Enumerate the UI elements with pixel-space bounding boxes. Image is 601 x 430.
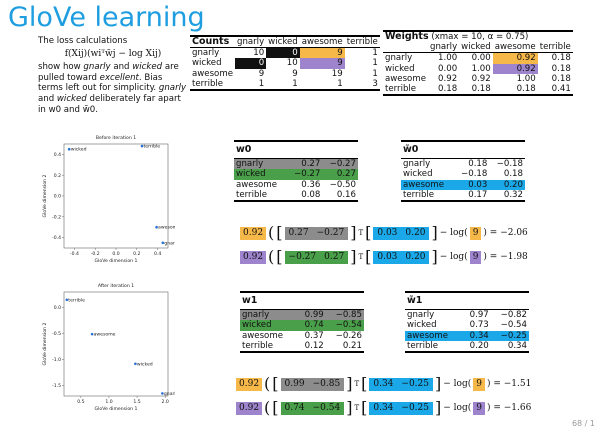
scatter-point [67,147,71,151]
scatter-point [140,144,144,148]
weights-row: wicked 0.00 1.00 0.92 0.18 [385,63,571,74]
x-tick-label: 0.2 [133,251,140,257]
wt0-row: wicked −0.18 0.18 [403,169,523,180]
counts-col: gnarly [236,37,265,47]
y-tick-label: -0.2 [52,214,61,220]
scatter-point [65,298,69,302]
w1-row: wicked 0.74 −0.54 [240,320,364,331]
counts-col: awesome [301,37,343,47]
point-label: wicked [137,361,153,367]
x-axis-label: GloVe dimension 1 [95,406,138,412]
x-tick-label: -0.2 [91,251,100,257]
intro-paragraph: show how gnarly and wicked are pulled to… [38,62,187,115]
wt1-row: gnarly 0.97 −0.82 [407,310,527,321]
wt1-row: terrible 0.20 0.34 [405,340,529,353]
y-axis-label: GloVe dimension 2 [42,174,48,217]
slide-title: GloVe learning [8,2,205,33]
y-tick-label: -1.5 [52,383,61,389]
loss-equation: 0.92([0.99 −0.85] T[0.34 −0.25] − log(9) = −… [236,376,531,392]
weights-col: wicked [461,42,491,53]
point-label: gnarly [164,391,175,397]
x-tick-label: 0.0 [112,251,119,257]
plot-frame [63,143,169,249]
scatter-point [161,392,164,395]
weights-row: awesome 0.92 0.92 1.00 0.18 [385,73,571,84]
counts-row: gnarly 10 0 9 1 [192,47,378,59]
x-tick-label: 2.0 [162,399,169,405]
w1-row: gnarly 0.99 −0.85 [240,309,364,321]
scatter-point [90,332,94,336]
wt1-title: w̃1 [407,295,423,306]
w1-table: w1 gnarly 0.99 −0.85 wicked 0.74 −0.54 aweso… [240,291,364,353]
x-tick-label: 1.0 [105,399,112,405]
plot-title: After iteration 1 [98,283,134,289]
x-axis-label: GloVe dimension 1 [95,258,138,264]
y-tick-label: 0.2 [54,173,61,179]
wt0-row: awesome 0.03 0.20 [401,179,525,190]
y-tick-label: -0.4 [52,235,61,241]
counts-row: wicked 0 10 9 1 [192,58,378,69]
w0-table: w0 gnarly 0.27 −0.27 wicked −0.27 0.27 aweso… [234,140,358,202]
counts-table: Counts gnarly wicked awesome terrible gn… [190,35,380,91]
y-tick-label: -1.0 [52,357,61,363]
wt0-row: gnarly 0.18 −0.18 [403,159,523,170]
plot-frame [63,291,169,397]
y-tick-label: -0.5 [52,331,61,337]
w0-row: terrible 0.08 0.16 [234,189,358,202]
weights-row: terrible 0.18 0.18 0.18 0.41 [383,84,573,96]
scatter-point [134,362,137,366]
intro-line1: The loss calculations [38,36,128,46]
w1-row: awesome 0.37 −0.26 [242,330,362,341]
point-label: terrible [144,144,161,150]
y-tick-label: 0.0 [54,305,61,311]
y-axis-label: GloVe dimension 2 [42,322,48,365]
point-label: terrible [68,297,85,303]
w1-row: terrible 0.12 0.21 [240,340,364,353]
y-tick-label: 0.4 [54,152,61,158]
counts-row: awesome 9 9 19 1 [192,68,378,79]
w0-row: gnarly 0.27 −0.27 [234,158,358,170]
scatter-after: After iteration 1 0.5 1.0 1.5 2.0 0.0 -0.5 -1.0… [42,283,175,412]
counts-title: Counts [192,36,230,47]
wt0-row: terrible 0.17 0.32 [401,189,525,202]
w1-title: w1 [242,295,258,306]
loss-equation: 0.92([0.27 −0.27] T[0.03 0.20] − log(9) = −2… [240,225,528,241]
wt0-table: w̃0 gnarly 0.18 −0.18 wicked −0.18 0.18 awes… [401,140,525,202]
plot-title: Before iteration 1 [96,135,136,141]
x-tick-label: 0.5 [77,399,84,405]
wt0-title: w̃0 [403,144,419,155]
point-label: awesome [158,226,175,231]
w0-row: wicked −0.27 0.27 [234,169,358,180]
counts-row: terrible 1 1 1 3 [190,78,380,91]
scatter-point [161,241,165,245]
weights-table: Weights (xmax = 10, α = 0.75) gnarly wic… [383,30,573,96]
loss-formula: f(Xij)(wiᵀw̃j − log Xij) [64,48,162,59]
x-tick-label: 1.5 [133,399,140,405]
loss-equation: 0.92([−0.27 0.27] T[0.03 0.20] − log(9) = −1… [240,249,528,265]
wt1-table: w̃1 gnarly 0.97 −0.82 wicked 0.73 −0.54 awes… [405,291,529,353]
loss-equation: 0.92([0.74 −0.54] T[0.34 −0.25] − log(9) = −… [236,400,531,416]
point-label: awesome [94,333,116,338]
intro-text: The loss calculations f(Xij)(wiᵀw̃j − lo… [38,36,188,115]
weights-col: awesome [494,42,536,53]
weights-row: gnarly 1.00 0.00 0.92 0.18 [385,52,571,64]
page-number: 68 / 1 [571,419,595,428]
weights-col: gnarly [429,42,458,53]
w0-row: awesome 0.36 −0.50 [236,179,356,190]
x-tick-label: 0.4 [154,251,161,257]
wt1-row: awesome 0.34 −0.25 [405,330,529,341]
point-label: wicked [71,147,87,153]
x-tick-label: -0.4 [70,251,79,257]
scatter-before: Before iteration 1 -0.4 -0.2 0.0 0.2 0.4 0.4 0.… [42,135,175,264]
counts-col: wicked [268,37,298,47]
scatter-point [155,225,158,229]
w0-title: w0 [236,144,252,155]
y-tick-label: 0.0 [54,194,61,200]
weights-col: terrible [539,42,571,53]
point-label: gnarly [164,240,175,246]
wt1-row: wicked 0.73 −0.54 [407,320,527,331]
weights-header: Weights (xmax = 10, α = 0.75) [385,31,529,42]
counts-col: terrible [346,37,378,47]
